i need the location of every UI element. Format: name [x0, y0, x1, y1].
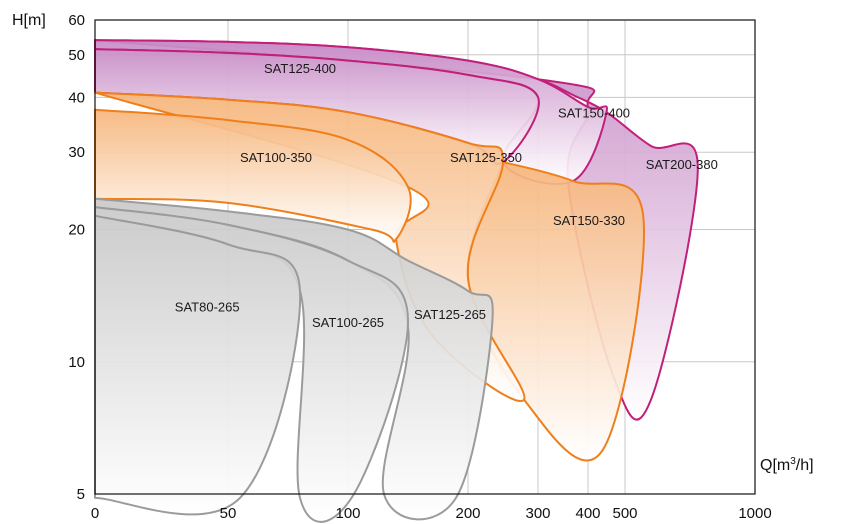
x-axis-label-suffix: /h]: [796, 457, 814, 474]
y-tick-label: 30: [68, 144, 85, 161]
region-label-sat125-400: SAT125-400: [264, 61, 336, 76]
y-tick-label: 60: [68, 12, 85, 29]
x-tick-label: 300: [525, 505, 550, 522]
y-tick-label: 10: [68, 354, 85, 371]
x-axis-ticks: 0 50 100 200 300 400 500 1000: [91, 505, 772, 522]
region-label-sat150-330: SAT150-330: [553, 213, 625, 228]
x-tick-label: 0: [91, 505, 99, 522]
region-label-sat100-350: SAT100-350: [240, 150, 312, 165]
region-sat80-265: [94, 214, 302, 516]
plot-frame: [94, 19, 756, 495]
pump-regions: [94, 39, 699, 523]
x-axis-label-prefix: Q[m: [760, 457, 790, 474]
y-tick-label: 5: [77, 486, 85, 503]
region-sat150-330: [466, 161, 645, 462]
x-tick-label: 200: [455, 505, 480, 522]
y-tick-label: 40: [68, 89, 85, 106]
x-tick-label: 400: [575, 505, 600, 522]
y-tick-label: 20: [68, 222, 85, 239]
region-sat100-350: [94, 108, 412, 243]
x-tick-label: 500: [612, 505, 637, 522]
region-label-sat125-265: SAT125-265: [414, 307, 486, 322]
x-tick-label: 100: [335, 505, 360, 522]
region-label-sat125-350: SAT125-350: [450, 150, 522, 165]
x-axis-label-superscript: 3: [790, 456, 796, 467]
region-label-sat80-265: SAT80-265: [175, 300, 240, 315]
x-tick-label: 1000: [738, 505, 771, 522]
y-axis-label: H[m]: [12, 12, 46, 29]
region-label-sat200-380: SAT200-380: [646, 157, 718, 172]
x-axis-label: Q[m3/h]: [760, 456, 814, 474]
pump-region-labels: SAT200-380 SAT150-400 SAT125-400 SAT150-330…: [175, 61, 718, 330]
x-tick-label: 50: [220, 505, 237, 522]
region-label-sat100-265: SAT100-265: [312, 315, 384, 330]
region-label-sat150-400: SAT150-400: [558, 105, 630, 120]
y-axis-ticks: 5 10 20 30 40 50 60: [68, 12, 85, 503]
axes: [94, 19, 756, 495]
y-tick-label: 50: [68, 47, 85, 64]
